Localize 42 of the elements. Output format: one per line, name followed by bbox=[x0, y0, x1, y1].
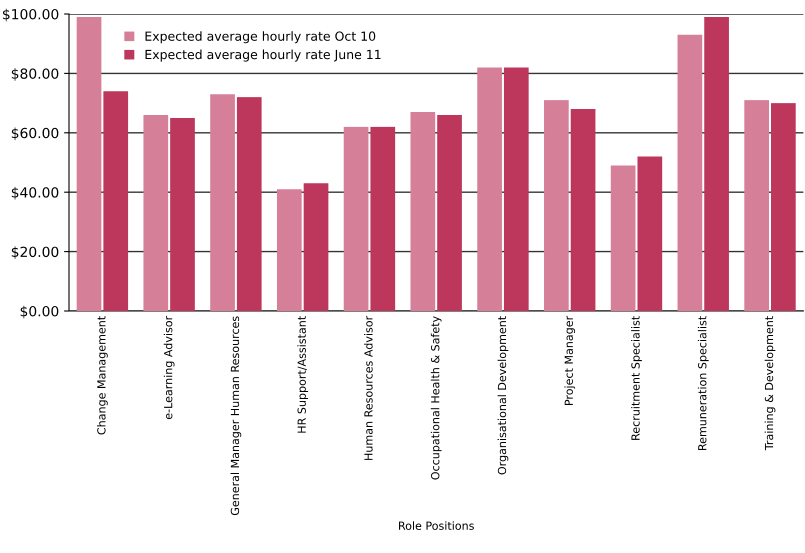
bar bbox=[771, 103, 796, 311]
bar bbox=[103, 91, 128, 311]
bar bbox=[477, 67, 502, 311]
x-tick-label: Organisational Development bbox=[498, 316, 508, 474]
y-tick-label: $80.00 bbox=[12, 68, 58, 81]
x-tick-label: Human Resources Advisor bbox=[364, 316, 373, 460]
bar bbox=[744, 100, 770, 311]
bar bbox=[236, 97, 262, 311]
bar bbox=[410, 112, 436, 311]
bar bbox=[610, 165, 636, 311]
x-tick-label: General Manager Human Resources bbox=[230, 316, 242, 516]
bar bbox=[170, 118, 195, 311]
bar bbox=[143, 114, 168, 311]
x-tick-label: Change Management bbox=[97, 316, 108, 435]
y-tick-label: $100.00 bbox=[2, 8, 58, 22]
bar bbox=[304, 183, 328, 311]
bar bbox=[344, 126, 368, 311]
bar bbox=[76, 16, 102, 311]
x-tick-label: e-Learning Advisor bbox=[164, 316, 175, 420]
y-tick-label: $40.00 bbox=[12, 186, 58, 200]
bar bbox=[276, 189, 302, 311]
y-tick-label: $60.00 bbox=[12, 128, 58, 140]
bar bbox=[704, 16, 729, 311]
y-tick-label: $20.00 bbox=[12, 246, 58, 259]
bar bbox=[570, 109, 596, 311]
x-axis-title: Role Positions bbox=[399, 521, 474, 530]
bar bbox=[370, 126, 396, 311]
legend-label: Expected average hourly rate Oct 10 bbox=[146, 31, 376, 44]
bar bbox=[210, 94, 235, 311]
x-tick-label: HR Support/Assistant bbox=[297, 316, 308, 433]
bar bbox=[544, 100, 569, 311]
bar bbox=[678, 34, 702, 311]
x-tick-label: Recruitment Specialist bbox=[631, 316, 642, 440]
bar bbox=[504, 67, 529, 311]
x-tick-label: Remuneration Specialist bbox=[698, 316, 709, 450]
legend-label: Expected average hourly rate June 11 bbox=[146, 50, 381, 62]
y-tick-label: $0.00 bbox=[20, 306, 58, 318]
x-tick-label: Occupational Health & Safety bbox=[430, 316, 442, 480]
x-tick-label: Project Manager bbox=[564, 316, 576, 406]
bar bbox=[637, 156, 662, 311]
x-tick-label: Training & Development bbox=[764, 316, 776, 450]
bar bbox=[437, 114, 462, 311]
